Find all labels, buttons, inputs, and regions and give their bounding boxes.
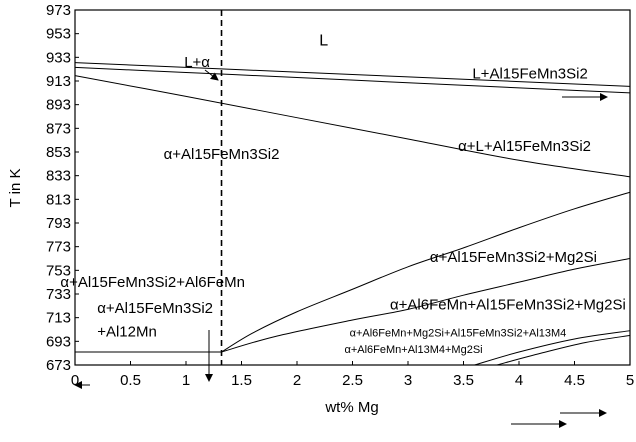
phase-boundary-line [74,66,631,94]
x-tick-label: 4.5 [564,372,585,389]
y-axis-label: T in K [7,169,24,208]
y-tick-label: 673 [46,357,71,374]
phase-boundary-line [221,258,631,353]
x-tick-label: 5 [626,372,634,389]
x-tick-label: 1.5 [231,372,252,389]
phase-label: α+Al15FeMn3Si2+Mg2Si [430,249,597,266]
x-tick-label: 1 [182,372,190,389]
phase-label: α+Al6FeMn+Mg2Si+Al15FeMn3Si2+Al13M4 [350,328,567,340]
x-tick-label: 3.5 [453,372,474,389]
y-tick-label: 933 [46,49,71,66]
label-arrows [74,69,608,428]
y-tick-label: 833 [46,168,71,185]
phase-boundary-line [474,330,631,366]
x-tick-label: 0.5 [120,372,141,389]
y-tick-label: 793 [46,215,71,232]
y-tick-label: 773 [46,239,71,256]
y-tick-label: 853 [46,144,71,161]
phase-boundary-line [496,334,631,366]
x-tick-label: 2 [293,372,301,389]
phase-label: α+Al6FeMn+Al15FeMn3Si2+Mg2Si [390,296,626,313]
phase-label: L [319,33,328,50]
y-tick-label: 693 [46,333,71,350]
phase-label: α+L+Al15FeMn3Si2 [458,138,591,155]
y-tick-label: 973 [46,2,71,19]
phase-label: L+Al15FeMn3Si2 [472,66,588,83]
phase-labels: L L+α L+Al15FeMn3Si2 α+L+Al15FeMn3Si2 α+Al15… [60,33,625,357]
phase-label: α+Al15FeMn3Si2+Al6FeMn [60,274,245,291]
axis-ticks: 0 0.5 1 1.5 2 2.5 3 3.5 4 4.5 5 673 693 713 733 753 773 7… [46,2,634,389]
phase-label: α+Al6FeMn+Al13M4+Mg2Si [344,344,482,356]
y-tick-label: 893 [46,97,71,114]
y-tick-label: 873 [46,120,71,137]
phase-label: α+Al15FeMn3Si2 [164,146,280,163]
y-tick-label: 753 [46,262,71,279]
x-tick-label: 4 [515,372,523,389]
label-arrow [204,69,219,81]
y-tick-label: 953 [46,26,71,43]
y-tick-label: 813 [46,191,71,208]
phase-boundary-line [221,191,631,353]
phase-boundary-line [74,75,631,178]
phase-label: +Al12Mn [97,324,157,341]
phase-boundaries [74,10,631,366]
x-tick-label: 0 [71,372,79,389]
x-axis-label: wt% Mg [324,399,378,416]
phase-label: L+α [184,54,210,71]
x-tick-label: 3 [404,372,412,389]
plot-frame [74,9,631,366]
y-tick-label: 733 [46,286,71,303]
y-tick-label: 713 [46,310,71,327]
phase-boundary-line [74,62,631,87]
phase-label: α+Al15FeMn3Si2 [97,300,213,317]
y-tick-label: 913 [46,73,71,90]
x-tick-label: 2.5 [342,372,363,389]
